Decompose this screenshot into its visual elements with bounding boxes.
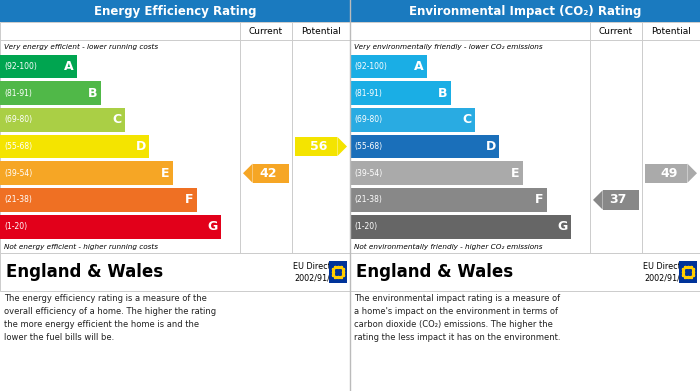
Text: Current: Current: [599, 27, 633, 36]
Text: (55-68): (55-68): [354, 142, 382, 151]
Bar: [645, 163, 687, 183]
Text: (69-80): (69-80): [4, 115, 32, 124]
Text: (55-68): (55-68): [4, 142, 32, 151]
Bar: [603, 190, 639, 210]
Text: (81-91): (81-91): [354, 89, 382, 98]
Bar: [0, 0, 350, 22]
Text: A: A: [64, 60, 74, 73]
Bar: [350, 215, 570, 239]
Bar: [0, 253, 350, 291]
Bar: [350, 22, 700, 253]
Text: EU Directive
2002/91/EC: EU Directive 2002/91/EC: [293, 262, 343, 282]
Text: E: E: [511, 167, 520, 180]
Bar: [350, 135, 499, 158]
Text: The energy efficiency rating is a measure of the
overall efficiency of a home. T: The energy efficiency rating is a measur…: [4, 294, 216, 342]
Text: B: B: [88, 86, 98, 100]
Text: (1-20): (1-20): [354, 222, 377, 231]
Polygon shape: [593, 190, 603, 210]
Text: Potential: Potential: [651, 27, 691, 36]
Text: (92-100): (92-100): [354, 62, 387, 71]
Text: 49: 49: [660, 167, 678, 180]
Bar: [679, 261, 697, 283]
Text: 42: 42: [259, 167, 276, 180]
Text: (21-38): (21-38): [354, 196, 382, 204]
Text: Current: Current: [249, 27, 283, 36]
Text: England & Wales: England & Wales: [356, 263, 513, 281]
Text: (69-80): (69-80): [354, 115, 382, 124]
Bar: [350, 188, 547, 212]
Text: Energy Efficiency Rating: Energy Efficiency Rating: [94, 5, 256, 18]
Polygon shape: [243, 163, 253, 183]
Text: E: E: [161, 167, 170, 180]
Text: C: C: [113, 113, 122, 126]
Text: (92-100): (92-100): [4, 62, 37, 71]
Bar: [0, 215, 220, 239]
Text: 37: 37: [609, 194, 626, 206]
Text: The environmental impact rating is a measure of
a home's impact on the environme: The environmental impact rating is a mea…: [354, 294, 561, 342]
Text: Not environmentally friendly - higher CO₂ emissions: Not environmentally friendly - higher CO…: [354, 244, 542, 249]
Text: B: B: [438, 86, 448, 100]
Bar: [350, 108, 475, 132]
Bar: [295, 137, 337, 156]
Bar: [350, 0, 700, 22]
Text: Environmental Impact (CO₂) Rating: Environmental Impact (CO₂) Rating: [409, 5, 641, 18]
Text: 56: 56: [310, 140, 328, 153]
Bar: [0, 108, 125, 132]
Text: (1-20): (1-20): [4, 222, 27, 231]
Bar: [0, 54, 77, 78]
Bar: [0, 22, 350, 253]
Text: F: F: [536, 194, 544, 206]
Text: G: G: [557, 220, 568, 233]
Text: Very energy efficient - lower running costs: Very energy efficient - lower running co…: [4, 43, 158, 50]
Text: A: A: [414, 60, 424, 73]
Bar: [350, 54, 427, 78]
Text: F: F: [186, 194, 194, 206]
Text: (81-91): (81-91): [4, 89, 32, 98]
Polygon shape: [687, 163, 697, 183]
Text: G: G: [208, 220, 218, 233]
Bar: [350, 81, 451, 105]
Bar: [0, 188, 197, 212]
Text: (39-54): (39-54): [4, 169, 32, 178]
Polygon shape: [337, 137, 347, 156]
Text: C: C: [463, 113, 472, 126]
Bar: [0, 161, 173, 185]
Bar: [0, 81, 101, 105]
Text: Very environmentally friendly - lower CO₂ emissions: Very environmentally friendly - lower CO…: [354, 43, 542, 50]
Text: Potential: Potential: [301, 27, 341, 36]
Text: D: D: [486, 140, 496, 153]
Bar: [0, 135, 149, 158]
Bar: [253, 163, 289, 183]
Bar: [350, 161, 523, 185]
Text: (39-54): (39-54): [354, 169, 382, 178]
Bar: [350, 253, 700, 291]
Text: Not energy efficient - higher running costs: Not energy efficient - higher running co…: [4, 244, 158, 249]
Text: England & Wales: England & Wales: [6, 263, 163, 281]
Bar: [329, 261, 347, 283]
Text: EU Directive
2002/91/EC: EU Directive 2002/91/EC: [643, 262, 693, 282]
Text: D: D: [136, 140, 146, 153]
Text: (21-38): (21-38): [4, 196, 32, 204]
